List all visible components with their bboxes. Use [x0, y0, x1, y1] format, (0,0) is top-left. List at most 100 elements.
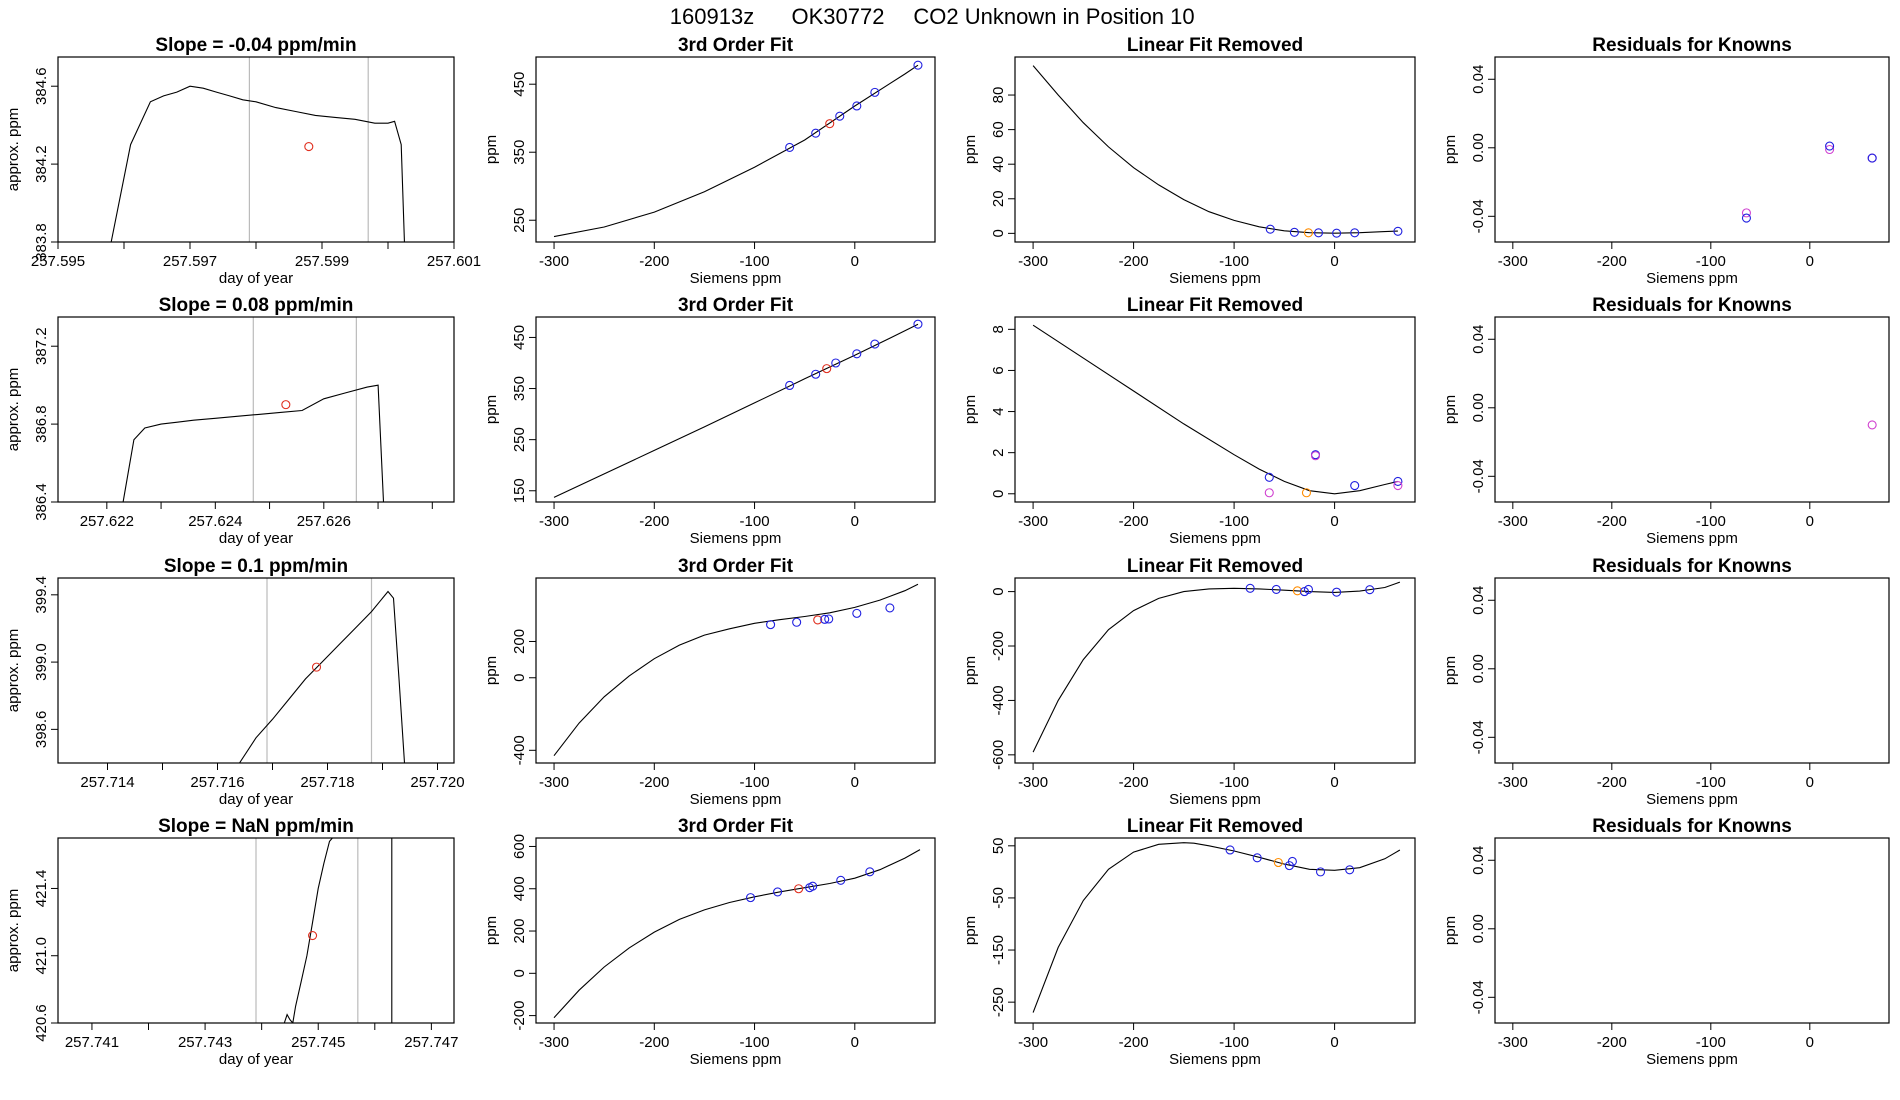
y-tick-label: 386.8: [33, 405, 50, 443]
y-tick-label: 4: [990, 407, 1007, 415]
panel-title: Residuals for Knowns: [1592, 35, 1792, 56]
x-tick-label: 0: [851, 513, 859, 530]
panel-r2c4: Residuals for Knowns -300 -200 -100 0 -0.04 0.…: [1442, 295, 1890, 547]
plot-frame: [1494, 56, 1890, 243]
x-tick-label: -100: [1696, 1034, 1726, 1051]
panel-r3c1: Slope = 0.1 ppm/min 257.714 257.716 257.718…: [5, 556, 465, 808]
x-tick-label: -300: [1018, 1034, 1048, 1051]
x-tick-label: -100: [740, 1034, 770, 1051]
series-line-trace: [239, 590, 406, 763]
y-tick-label: 0.00: [1470, 393, 1487, 422]
y-axis-label: approx. ppm: [5, 108, 22, 191]
y-tick-label: 80: [990, 87, 1007, 104]
data-point-known: [1365, 585, 1375, 595]
x-tick-label: -300: [539, 774, 569, 791]
y-axis-label: ppm: [483, 916, 500, 945]
y-tick-label: -400: [511, 735, 528, 765]
data-point-known: [1350, 481, 1360, 491]
panel-title: 3rd Order Fit: [678, 556, 794, 577]
data-point-known: [1825, 141, 1835, 151]
panel-title: Linear Fit Removed: [1127, 35, 1303, 56]
panel-r2c1: Slope = 0.08 ppm/min 257.622 257.624 257.62…: [5, 295, 455, 547]
x-tick-label: -300: [1498, 253, 1528, 270]
y-tick-label: 399.0: [33, 643, 50, 681]
data-point-known: [824, 614, 834, 624]
y-tick-label: -600: [990, 740, 1007, 770]
x-axis-label: Siemens ppm: [690, 270, 782, 287]
data-point-known: [1287, 856, 1297, 867]
y-axis-label: ppm: [962, 135, 979, 164]
x-tick-label: -300: [1018, 774, 1048, 791]
data-point-magenta: [1393, 481, 1403, 491]
series-line-fit: [1032, 842, 1401, 1013]
x-tick-label: 0: [1330, 513, 1338, 530]
data-point-known: [852, 101, 862, 111]
y-tick-label: 0: [511, 674, 528, 682]
data-point-known: [1225, 845, 1235, 855]
y-tick-label: 60: [990, 121, 1007, 138]
panel-title: Linear Fit Removed: [1127, 556, 1303, 577]
x-tick-label: -300: [1018, 253, 1048, 270]
plot-frame: [1014, 56, 1416, 243]
y-tick-label: -200: [511, 1001, 528, 1031]
series-line-fit: [1032, 581, 1401, 753]
x-axis-label: day of year: [219, 791, 293, 808]
y-tick-label: 383.8: [33, 223, 50, 261]
plot-frame: [57, 56, 455, 243]
x-tick-label: 0: [851, 1034, 859, 1051]
figure-tank-id: OK30772: [792, 4, 885, 29]
x-tick-label: -200: [1597, 774, 1627, 791]
x-tick-label: -100: [1219, 253, 1249, 270]
y-tick-label: 600: [511, 834, 528, 859]
plot-area: [1741, 141, 1877, 223]
y-tick-label: 420.6: [33, 1004, 50, 1042]
data-point-known: [836, 875, 846, 885]
panel-title: Residuals for Knowns: [1592, 816, 1792, 837]
plot-area: [1032, 65, 1403, 238]
x-tick-label: 0: [1806, 253, 1814, 270]
plot-frame: [1014, 316, 1416, 503]
plot-area: [122, 384, 385, 502]
y-axis-label: approx. ppm: [5, 889, 22, 972]
data-point-known: [785, 380, 795, 391]
data-point-known: [808, 881, 818, 891]
x-tick-label: -200: [1597, 513, 1627, 530]
x-tick-label: 257.599: [295, 253, 349, 270]
data-point-known: [1345, 865, 1355, 875]
panel-r3c3: Linear Fit Removed -300 -200 -100 0 -600 -400 -…: [962, 556, 1416, 808]
y-axis-label: approx. ppm: [5, 368, 22, 451]
plot-frame: [1494, 316, 1890, 503]
y-axis-label: ppm: [483, 656, 500, 685]
x-tick-label: -200: [1597, 1034, 1627, 1051]
plot-area: [283, 838, 393, 1023]
panel-title: Slope = NaN ppm/min: [158, 816, 354, 837]
data-point-unknown: [822, 364, 832, 374]
x-tick-label: -200: [1119, 1034, 1149, 1051]
x-tick-label: 257.747: [404, 1034, 458, 1051]
plot-area: [553, 849, 921, 1019]
data-point-known: [1332, 228, 1342, 238]
x-axis-label: Siemens ppm: [1646, 1051, 1738, 1068]
data-point-orange: [1292, 586, 1302, 596]
data-point-known: [811, 128, 821, 138]
x-tick-label: -200: [639, 253, 669, 270]
x-tick-label: -100: [740, 513, 770, 530]
panel-r4c1: Slope = NaN ppm/min 257.741 257.743 257.745…: [5, 816, 458, 1068]
plot-area: [239, 590, 406, 763]
panel-r2c3: Linear Fit Removed -300 -200 -100 0 0 2 4 6 8 Siem…: [962, 295, 1416, 547]
x-tick-label: -200: [1119, 774, 1149, 791]
y-tick-label: -0.04: [1470, 720, 1487, 754]
x-tick-label: -100: [1219, 513, 1249, 530]
y-tick-label: -0.04: [1470, 980, 1487, 1014]
x-tick-label: 257.743: [178, 1034, 232, 1051]
y-tick-label: 0.04: [1470, 586, 1487, 615]
y-tick-label: 399.4: [33, 576, 50, 614]
x-axis-label: Siemens ppm: [690, 791, 782, 808]
data-point-known: [852, 608, 862, 618]
data-point-known: [913, 60, 923, 70]
x-tick-label: 257.601: [427, 253, 481, 270]
y-tick-label: 40: [990, 156, 1007, 173]
data-point-known: [785, 142, 795, 153]
x-tick-label: -200: [639, 774, 669, 791]
x-tick-label: 257.626: [297, 513, 351, 530]
